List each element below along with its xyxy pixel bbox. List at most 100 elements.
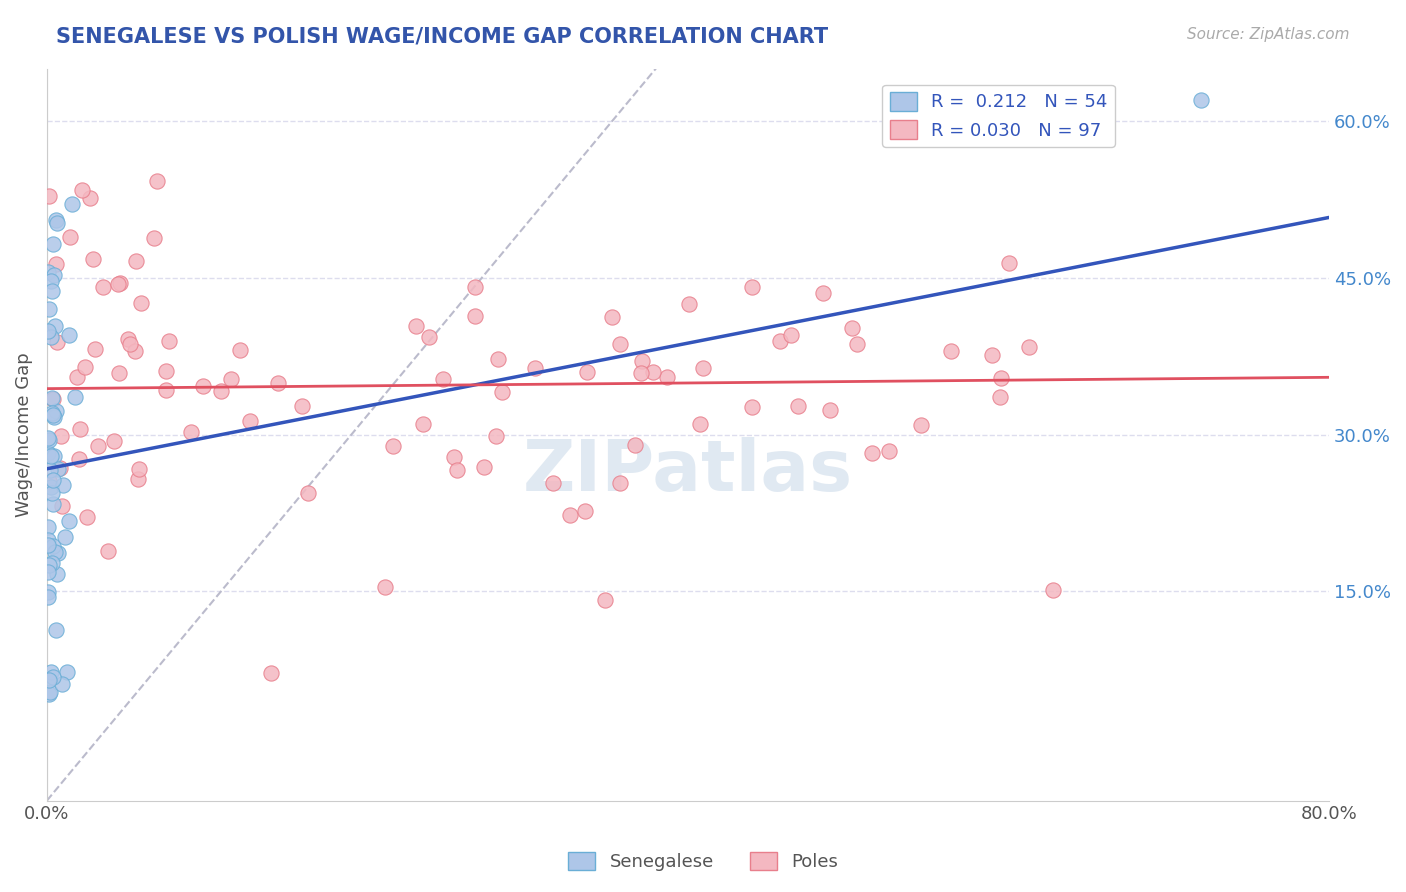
Point — [623, 438, 645, 452]
Point — [46, 461, 69, 475]
Point — [37, 538, 59, 552]
Point — [576, 365, 599, 379]
Point — [39, 480, 62, 494]
Point — [49, 461, 72, 475]
Point — [37, 431, 59, 445]
Point — [37, 533, 59, 548]
Point — [128, 461, 150, 475]
Point — [541, 475, 564, 490]
Point — [58, 327, 80, 342]
Point — [446, 463, 468, 477]
Point — [239, 414, 262, 428]
Point — [558, 508, 581, 523]
Point — [939, 344, 962, 359]
Point — [37, 590, 59, 604]
Point — [474, 459, 496, 474]
Point — [418, 330, 440, 344]
Point — [82, 252, 104, 267]
Point — [405, 319, 427, 334]
Point — [485, 429, 508, 443]
Point — [741, 280, 763, 294]
Point — [52, 478, 75, 492]
Point — [42, 540, 65, 554]
Point — [41, 486, 63, 500]
Point — [910, 418, 932, 433]
Point — [127, 472, 149, 486]
Point — [1018, 340, 1040, 354]
Point — [38, 433, 60, 447]
Point — [464, 280, 486, 294]
Point — [41, 391, 63, 405]
Point — [45, 213, 67, 227]
Point — [75, 360, 97, 375]
Point — [381, 439, 404, 453]
Point — [42, 670, 65, 684]
Point — [692, 360, 714, 375]
Point — [37, 520, 59, 534]
Point — [491, 384, 513, 399]
Legend: Senegalese, Poles: Senegalese, Poles — [561, 845, 845, 879]
Point — [412, 417, 434, 431]
Point — [1189, 93, 1212, 107]
Point — [93, 279, 115, 293]
Point — [631, 354, 654, 368]
Point — [63, 390, 86, 404]
Point — [44, 410, 66, 425]
Point — [124, 343, 146, 358]
Point — [787, 399, 810, 413]
Point — [45, 624, 67, 638]
Point — [643, 365, 665, 379]
Point — [259, 665, 281, 680]
Point — [49, 429, 72, 443]
Point — [42, 473, 65, 487]
Point — [97, 544, 120, 558]
Point — [877, 444, 900, 458]
Point — [38, 685, 60, 699]
Point — [39, 330, 62, 344]
Point — [53, 530, 76, 544]
Point — [42, 237, 65, 252]
Point — [46, 567, 69, 582]
Point — [811, 285, 834, 300]
Point — [42, 268, 65, 282]
Point — [45, 257, 67, 271]
Point — [42, 392, 65, 406]
Point — [55, 665, 77, 679]
Point — [988, 390, 1011, 404]
Point — [42, 409, 65, 423]
Point — [120, 336, 142, 351]
Point — [981, 348, 1004, 362]
Point — [155, 384, 177, 398]
Point — [593, 592, 616, 607]
Point — [87, 439, 110, 453]
Point — [846, 337, 869, 351]
Point — [38, 301, 60, 316]
Point — [1042, 583, 1064, 598]
Point — [689, 417, 711, 431]
Point — [219, 372, 242, 386]
Point — [678, 296, 700, 310]
Point — [65, 370, 87, 384]
Point — [862, 446, 884, 460]
Point — [69, 422, 91, 436]
Point — [41, 665, 63, 679]
Point — [297, 486, 319, 500]
Point — [46, 546, 69, 560]
Point — [125, 254, 148, 268]
Point — [841, 320, 863, 334]
Point — [609, 337, 631, 351]
Point — [41, 449, 63, 463]
Point — [37, 264, 59, 278]
Point — [145, 173, 167, 187]
Point — [46, 215, 69, 229]
Point — [229, 343, 252, 357]
Point — [443, 450, 465, 465]
Point — [157, 334, 180, 349]
Point — [600, 310, 623, 324]
Point — [41, 556, 63, 570]
Point — [374, 580, 396, 594]
Point — [741, 400, 763, 414]
Point — [990, 371, 1012, 385]
Point — [291, 399, 314, 413]
Point — [655, 370, 678, 384]
